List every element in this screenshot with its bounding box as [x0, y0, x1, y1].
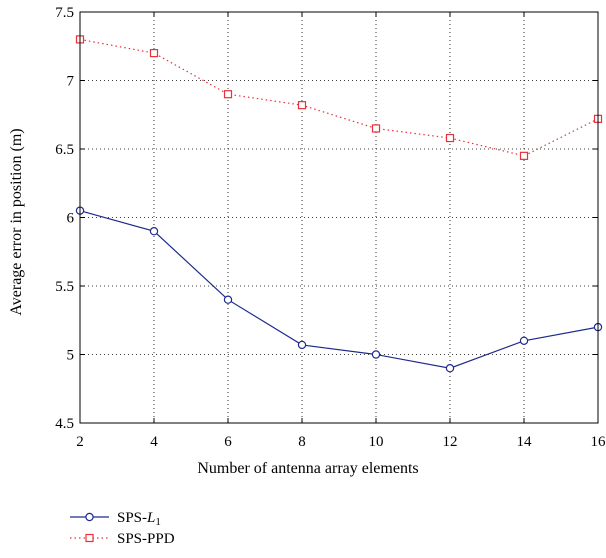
legend-item-sps-ppd: SPS-PPD [70, 531, 175, 547]
series-sps-ppd [75, 35, 603, 160]
y-tick-label: 4.5 [55, 416, 74, 432]
x-tick-label: 8 [298, 434, 306, 450]
y-tick-label: 5 [67, 348, 75, 364]
data-point-sps-ppd [445, 133, 455, 143]
x-tick-label: 12 [443, 434, 458, 450]
data-point-sps-l1 [519, 336, 529, 345]
data-point-sps-l1 [445, 364, 455, 373]
data-point-sps-ppd [149, 48, 159, 58]
grid [80, 12, 598, 423]
legend-marker-sps-l1 [85, 512, 94, 522]
x-axis-title: Number of antenna array elements [197, 460, 418, 477]
y-tick-label: 7 [67, 74, 75, 90]
data-point-sps-l1 [223, 295, 233, 304]
series-sps-l1 [75, 206, 603, 373]
data-point-sps-l1 [149, 226, 159, 236]
legend: SPS-L1 SPS-PPD [70, 510, 175, 547]
legend-label-sps-l1: SPS-L1 [117, 510, 161, 528]
y-tick-labels: 4.5 5 5.5 6 6.5 7 7.5 [55, 5, 74, 432]
legend-label-sps-ppd: SPS-PPD [117, 531, 175, 547]
series-line-sps-ppd [79, 38, 599, 157]
data-point-sps-ppd [371, 124, 381, 133]
x-tick-label: 14 [517, 434, 533, 450]
series-layer [75, 35, 603, 373]
data-point-sps-ppd [519, 151, 529, 160]
data-point-sps-l1 [371, 350, 381, 359]
y-tick-label: 6.5 [55, 142, 74, 158]
x-tick-label: 10 [369, 434, 384, 450]
data-point-sps-l1 [297, 340, 307, 350]
x-tick-label: 2 [76, 434, 84, 450]
legend-marker-sps-ppd [85, 533, 94, 543]
legend-item-sps-l1: SPS-L1 [70, 510, 161, 528]
axis-ticks [79, 11, 599, 424]
x-tick-labels: 2 4 6 8 10 12 14 16 [76, 434, 606, 450]
data-point-sps-ppd [297, 101, 307, 110]
series-line-sps-l1 [79, 210, 599, 369]
data-point-sps-ppd [223, 90, 233, 99]
x-tick-label: 16 [591, 434, 606, 450]
y-axis-title: Average error in position (m) [8, 128, 25, 315]
y-tick-label: 5.5 [55, 279, 74, 295]
y-tick-label: 7.5 [55, 5, 74, 21]
x-tick-label: 4 [150, 434, 158, 450]
y-tick-label: 6 [67, 211, 75, 227]
x-tick-label: 6 [224, 434, 232, 450]
